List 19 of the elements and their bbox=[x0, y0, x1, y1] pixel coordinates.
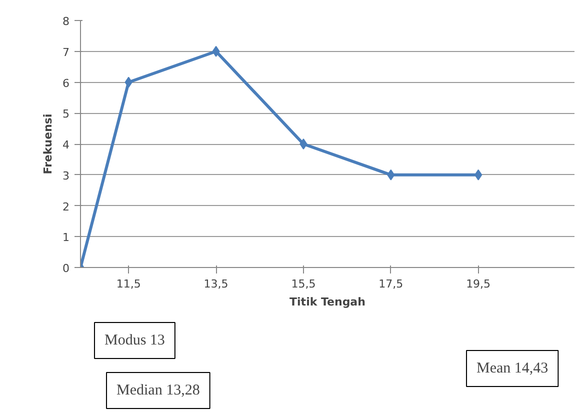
x-tick-label: 19,5 bbox=[466, 278, 491, 290]
x-axis-title: Titik Tengah bbox=[290, 296, 366, 308]
y-tick-label: 6 bbox=[62, 76, 70, 90]
x-tick-label: 15,5 bbox=[291, 278, 316, 290]
y-tick-label: 2 bbox=[62, 200, 70, 214]
text: Mean 14,43 bbox=[476, 360, 548, 376]
y-tick-label: 5 bbox=[62, 108, 70, 121]
y-tick-label: 3 bbox=[62, 169, 70, 182]
x-tick-label: 11,5 bbox=[116, 278, 141, 290]
y-tick-label: 4 bbox=[62, 138, 70, 152]
y-tick-label: 0 bbox=[62, 262, 70, 275]
y-tick-label: 1 bbox=[62, 231, 70, 244]
y-tick-label: 7 bbox=[62, 46, 70, 59]
text: Median 13,28 bbox=[116, 382, 200, 398]
x-tick-label: 13,5 bbox=[204, 278, 228, 290]
y-axis-title: Frekuensi bbox=[42, 114, 54, 174]
y-tick-label: 8 bbox=[62, 15, 70, 28]
x-tick-label: 17,5 bbox=[378, 278, 404, 290]
text: Modus 13 bbox=[104, 332, 165, 348]
